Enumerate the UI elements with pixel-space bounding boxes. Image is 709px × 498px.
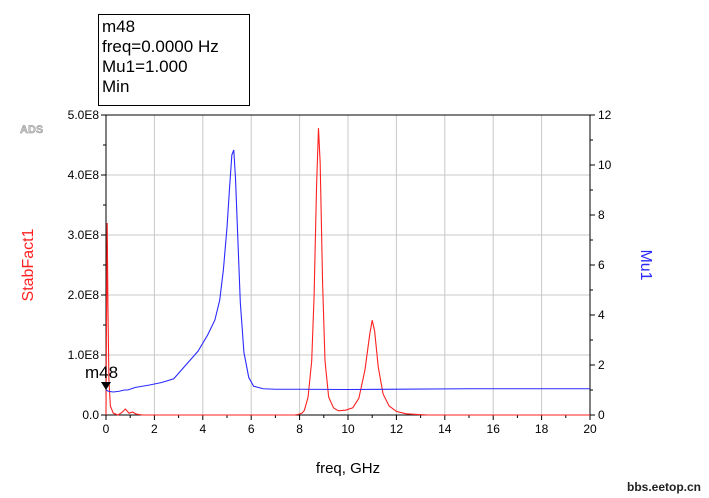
- x-tick-label: 18: [535, 422, 549, 436]
- marker-readout-value: Mu1=1.000: [102, 57, 188, 76]
- marker-m48[interactable]: m48: [85, 363, 118, 390]
- watermark: bbs.eetop.cn: [626, 480, 701, 494]
- y-tick-label: 4.0E8: [68, 168, 100, 182]
- x-tick-label: 20: [583, 422, 597, 436]
- x-tick-label: 10: [341, 422, 355, 436]
- y2-tick-label: 8: [598, 208, 605, 222]
- y2-tick-label: 0: [598, 408, 605, 422]
- y-tick-label: 0.0: [82, 408, 99, 422]
- y2-tick-label: 2: [598, 358, 605, 372]
- tick-labels: 0 2 4 6 8 10 12 14 16 18 200.01.0E82.0E83.0E84.0E8…: [68, 108, 612, 436]
- y2-tick-label: 12: [598, 108, 612, 122]
- y-axis-label-left: StabFact1: [20, 228, 37, 301]
- x-tick-label: 6: [248, 422, 255, 436]
- y-tick-label: 3.0E8: [68, 228, 100, 242]
- ads-logo: ADS: [20, 124, 43, 136]
- marker-label: m48: [85, 363, 118, 382]
- axis-ticks: [101, 114, 595, 420]
- series-line-mu1: [105, 149, 590, 393]
- y-tick-label: 2.0E8: [68, 288, 100, 302]
- marker-triangle-icon[interactable]: [101, 382, 111, 390]
- marker-readout-name: m48: [102, 17, 136, 36]
- x-tick-label: 0: [103, 422, 110, 436]
- x-tick-label: 8: [296, 422, 303, 436]
- y2-tick-label: 4: [598, 308, 605, 322]
- marker-readout-mode: Min: [102, 77, 130, 96]
- marker-readout-box: m48 freq=0.0000 Hz Mu1=1.000 Min: [98, 14, 250, 106]
- y-axis-label-right: Mu1: [637, 249, 654, 280]
- x-tick-label: 2: [151, 422, 158, 436]
- y2-tick-label: 10: [598, 158, 612, 172]
- y2-tick-label: 6: [598, 258, 605, 272]
- y-tick-label: 5.0E8: [68, 108, 100, 122]
- y-tick-label: 1.0E8: [68, 348, 100, 362]
- x-tick-label: 4: [199, 422, 206, 436]
- grid: [106, 115, 590, 415]
- x-axis-label: freq, GHz: [316, 460, 380, 477]
- x-tick-label: 12: [390, 422, 404, 436]
- marker-readout-freq: freq=0.0000 Hz: [102, 37, 219, 56]
- x-tick-label: 16: [487, 422, 501, 436]
- series-lines: [105, 128, 590, 416]
- series-line-stabfact1: [105, 128, 590, 416]
- x-tick-label: 14: [438, 422, 452, 436]
